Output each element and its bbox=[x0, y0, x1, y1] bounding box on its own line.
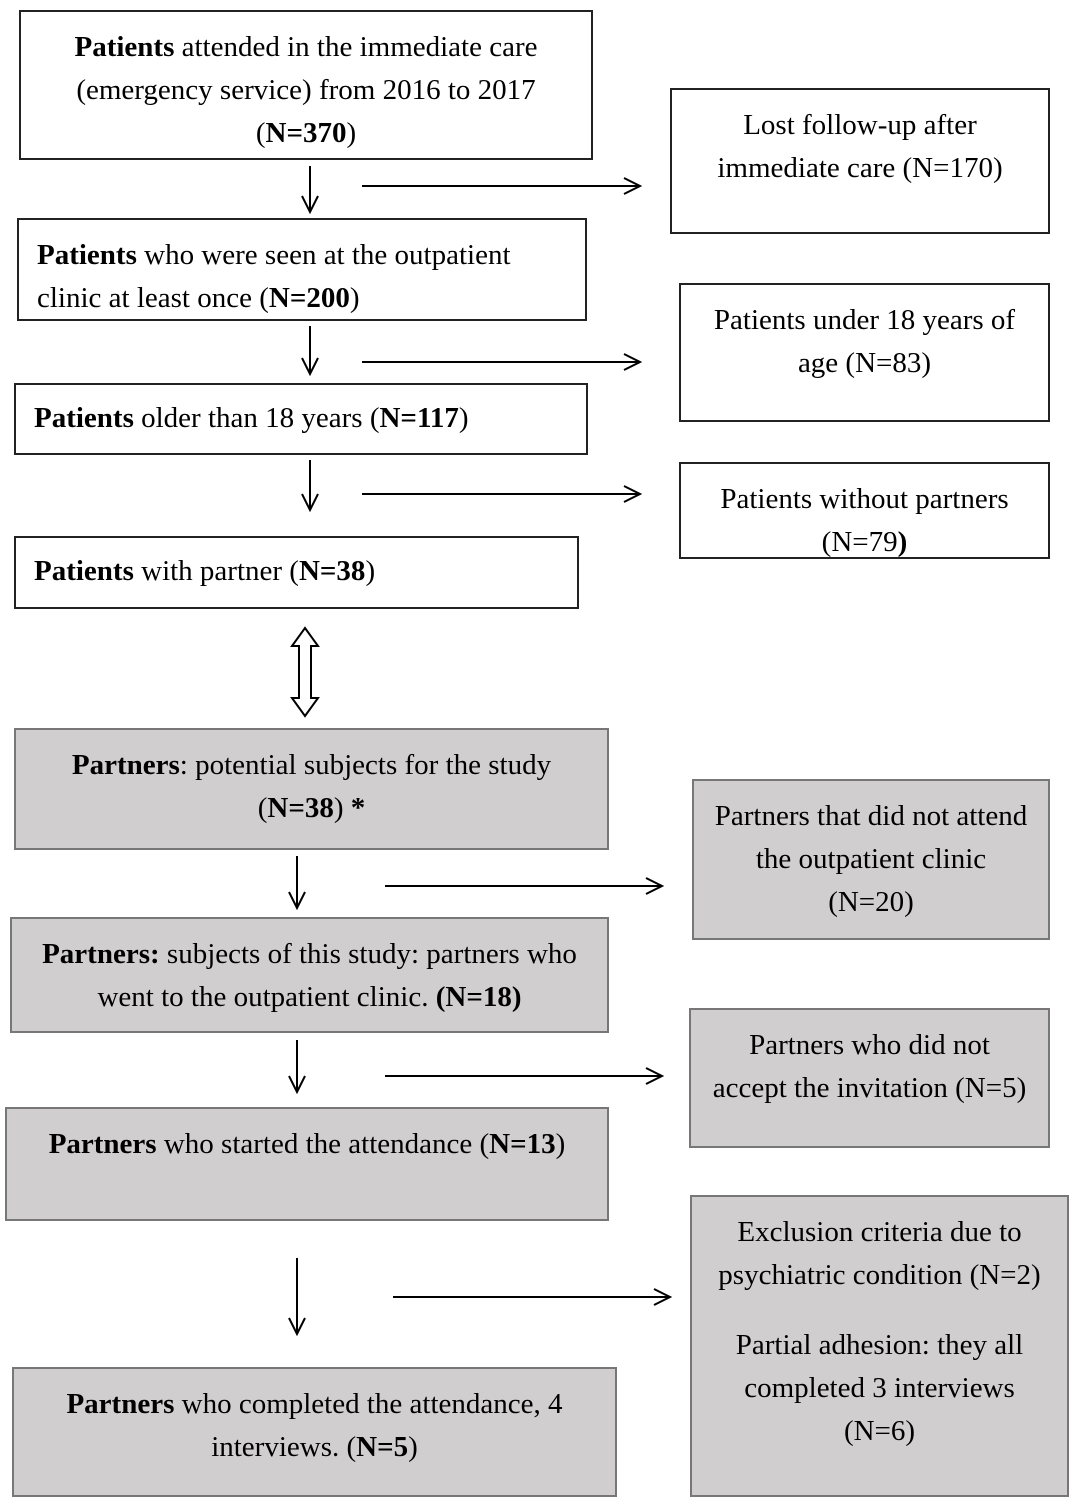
box-text: Patients under 18 years of age (N=83) bbox=[699, 299, 1030, 385]
box-text: Partners who started the attendance (N=1… bbox=[25, 1123, 589, 1166]
flow-box: Partners: potential subjects for the stu… bbox=[14, 728, 609, 850]
text: ) bbox=[408, 1431, 418, 1463]
bold-text: N=370 bbox=[265, 117, 347, 149]
flow-box: Partners that did not attend the outpati… bbox=[692, 779, 1050, 940]
bold-text: Partners bbox=[48, 1128, 157, 1160]
flow-box: Patients who were seen at the outpatient… bbox=[17, 218, 587, 321]
bold-text: Partners: bbox=[42, 938, 160, 970]
flow-box: Partners: subjects of this study: partne… bbox=[10, 917, 609, 1033]
bold-text: N=38 bbox=[267, 792, 334, 824]
double-arrow bbox=[290, 626, 320, 718]
flow-box: Patients older than 18 years (N=117) bbox=[14, 383, 588, 455]
flow-box: Patients with partner (N=38) bbox=[14, 536, 579, 609]
flow-box: Exclusion criteria due to psychiatric co… bbox=[690, 1195, 1069, 1497]
box-text: Partners: subjects of this study: partne… bbox=[30, 933, 589, 1019]
text: Exclusion criteria due to psychiatric co… bbox=[718, 1216, 1041, 1291]
bold-text: Partners bbox=[71, 749, 180, 781]
text: who were seen at the outpatient clinic a… bbox=[37, 239, 511, 314]
box-text: Patients with partner (N=38) bbox=[34, 550, 559, 593]
bold-text: Patients bbox=[74, 31, 175, 63]
box-text: Partners: potential subjects for the stu… bbox=[34, 744, 589, 830]
text: with partner ( bbox=[133, 555, 299, 587]
flow-box: Partners who started the attendance (N=1… bbox=[5, 1107, 609, 1221]
bold-text: N=5 bbox=[356, 1431, 409, 1463]
bold-text: N=38 bbox=[298, 555, 366, 587]
down-arrows bbox=[297, 166, 310, 1334]
box-text: Partial adhesion: they all completed 3 i… bbox=[710, 1324, 1049, 1453]
flow-box: Partners who did not accept the invitati… bbox=[689, 1008, 1050, 1148]
bold-text: Patients bbox=[37, 239, 137, 271]
flow-box: Partners who completed the attendance, 4… bbox=[12, 1367, 617, 1497]
flow-box: Patients under 18 years of age (N=83) bbox=[679, 283, 1050, 422]
text: ) bbox=[333, 792, 351, 824]
box-text: Partners who did not accept the invitati… bbox=[709, 1024, 1030, 1110]
text: ) bbox=[349, 282, 360, 314]
text: Partners who did not accept the invitati… bbox=[712, 1029, 1027, 1104]
text: ) bbox=[458, 402, 469, 434]
text: ) bbox=[555, 1128, 566, 1160]
bold-text: (N=18) bbox=[435, 981, 522, 1013]
box-text: Patients older than 18 years (N=117) bbox=[34, 397, 568, 440]
bold-text: Patients bbox=[34, 402, 134, 434]
bold-text: N=200 bbox=[268, 282, 350, 314]
flow-box: Lost follow-up after immediate care (N=1… bbox=[670, 88, 1050, 234]
box-text: Lost follow-up after immediate care (N=1… bbox=[690, 104, 1030, 190]
bold-text: N=117 bbox=[379, 402, 459, 434]
box-text: Partners who completed the attendance, 4… bbox=[32, 1383, 597, 1469]
flow-box: Patients attended in the immediate care … bbox=[19, 10, 593, 160]
text: Patients without partners (N=79 bbox=[720, 483, 1009, 558]
box-text: Patients attended in the immediate care … bbox=[39, 26, 573, 155]
text: Patients under 18 years of age (N=83) bbox=[713, 304, 1016, 379]
box-text: Partners that did not attend the outpati… bbox=[712, 795, 1030, 924]
text: subjects of this study: partners who wen… bbox=[97, 938, 577, 1013]
right-arrows bbox=[362, 186, 670, 1297]
text: older than 18 years ( bbox=[133, 402, 380, 434]
flow-box: Patients without partners (N=79) bbox=[679, 462, 1050, 559]
text: who started the attendance ( bbox=[156, 1128, 490, 1160]
text: Partial adhesion: they all completed 3 i… bbox=[735, 1329, 1024, 1447]
text: Lost follow-up after immediate care (N=1… bbox=[717, 109, 1003, 184]
box-text: Patients who were seen at the outpatient… bbox=[37, 234, 567, 320]
bold-text: Partners bbox=[66, 1388, 175, 1420]
box-text: Exclusion criteria due to psychiatric co… bbox=[710, 1211, 1049, 1297]
bold-text: Patients bbox=[34, 555, 134, 587]
text: attended in the immediate care (emergenc… bbox=[76, 31, 538, 149]
text: who completed the attendance, 4 intervie… bbox=[174, 1388, 563, 1463]
box-text: Patients without partners (N=79) bbox=[699, 478, 1030, 564]
text: : potential subjects for the study ( bbox=[179, 749, 552, 824]
bold-text: * bbox=[350, 792, 366, 824]
text: ) bbox=[346, 117, 357, 149]
bold-text: ) bbox=[897, 526, 908, 558]
text: Partners that did not attend the outpati… bbox=[714, 800, 1028, 918]
bold-text: N=13 bbox=[489, 1128, 556, 1160]
text: ) bbox=[365, 555, 376, 587]
